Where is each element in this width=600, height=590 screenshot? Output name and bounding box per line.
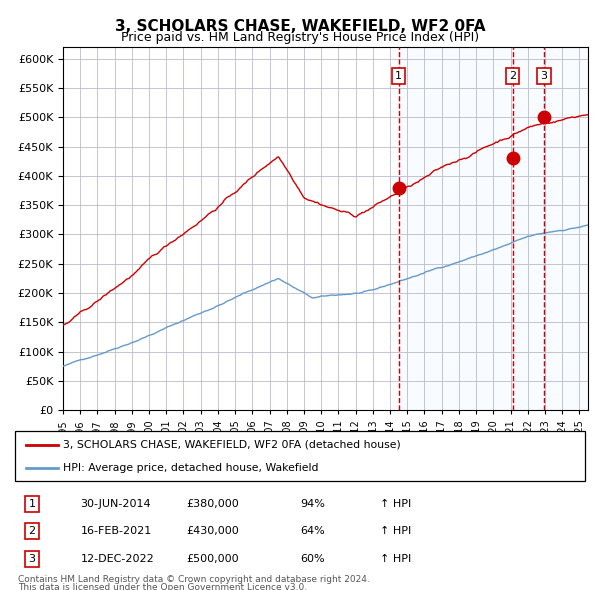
Text: ↑ HPI: ↑ HPI	[380, 553, 411, 563]
Text: This data is licensed under the Open Government Licence v3.0.: This data is licensed under the Open Gov…	[18, 583, 307, 590]
Text: Price paid vs. HM Land Registry's House Price Index (HPI): Price paid vs. HM Land Registry's House …	[121, 31, 479, 44]
Text: Contains HM Land Registry data © Crown copyright and database right 2024.: Contains HM Land Registry data © Crown c…	[18, 575, 370, 584]
Text: 3, SCHOLARS CHASE, WAKEFIELD, WF2 0FA: 3, SCHOLARS CHASE, WAKEFIELD, WF2 0FA	[115, 19, 485, 34]
Bar	[398, 47, 588, 410]
Text: £430,000: £430,000	[186, 526, 239, 536]
Text: 1: 1	[395, 71, 402, 81]
Text: £500,000: £500,000	[186, 553, 239, 563]
Text: ↑ HPI: ↑ HPI	[380, 526, 411, 536]
FancyBboxPatch shape	[15, 431, 585, 481]
Text: ↑ HPI: ↑ HPI	[380, 499, 411, 509]
Text: 3, SCHOLARS CHASE, WAKEFIELD, WF2 0FA (detached house): 3, SCHOLARS CHASE, WAKEFIELD, WF2 0FA (d…	[64, 440, 401, 450]
Text: 94%: 94%	[300, 499, 325, 509]
Text: 60%: 60%	[300, 553, 325, 563]
Text: 12-DEC-2022: 12-DEC-2022	[80, 553, 154, 563]
Text: 3: 3	[29, 553, 35, 563]
Text: 64%: 64%	[300, 526, 325, 536]
Text: 2: 2	[509, 71, 516, 81]
Text: 3: 3	[541, 71, 548, 81]
Text: 30-JUN-2014: 30-JUN-2014	[80, 499, 151, 509]
Text: £380,000: £380,000	[186, 499, 239, 509]
Text: 1: 1	[29, 499, 35, 509]
Text: 2: 2	[29, 526, 35, 536]
Text: 16-FEB-2021: 16-FEB-2021	[80, 526, 152, 536]
Text: HPI: Average price, detached house, Wakefield: HPI: Average price, detached house, Wake…	[64, 463, 319, 473]
